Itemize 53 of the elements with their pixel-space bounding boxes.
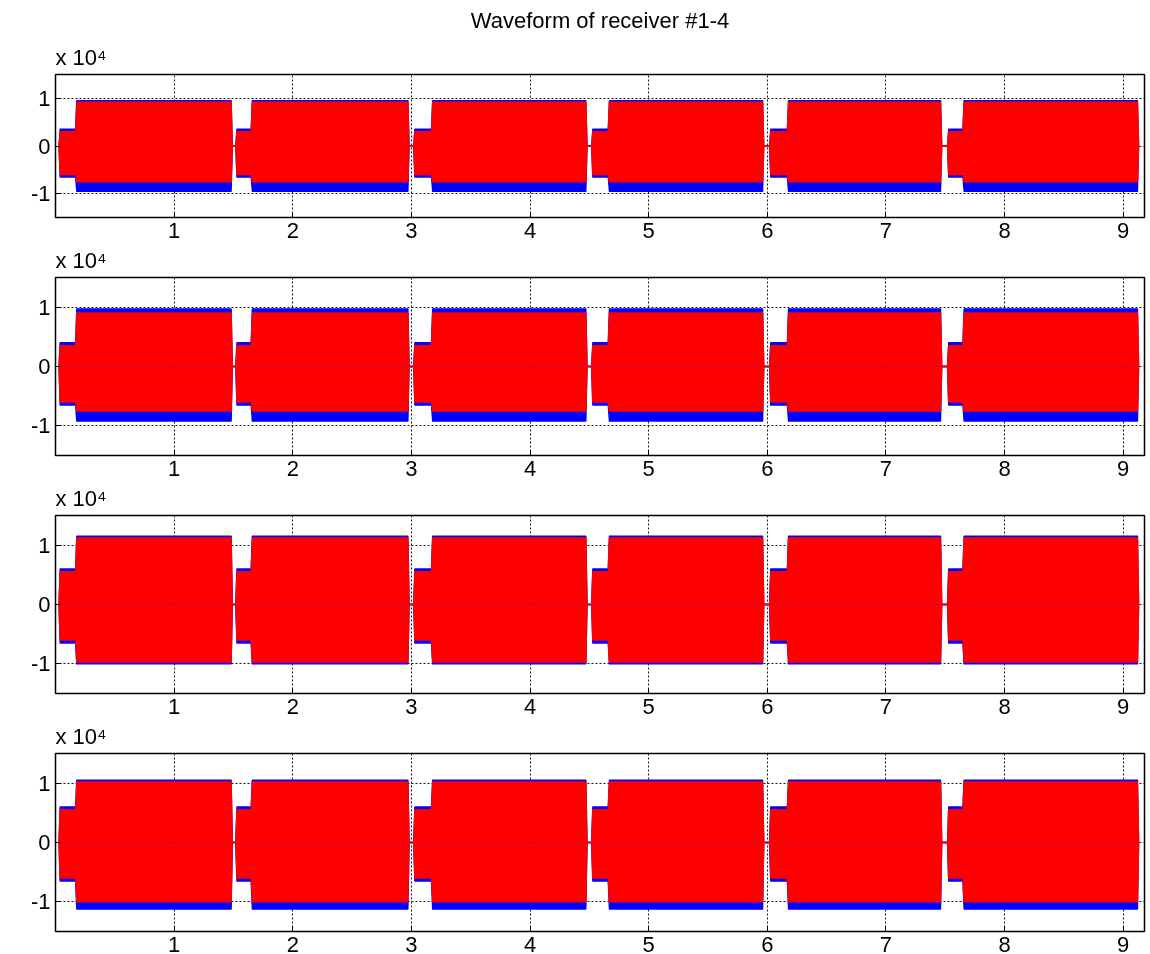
text: x 10⁴: [55, 247, 107, 273]
x-tick-label: 9: [1117, 693, 1130, 719]
y-tick-label: 0: [38, 592, 51, 617]
x-tick-label: 3: [405, 693, 418, 719]
x-tick-label: 4: [523, 217, 537, 243]
x-tick-label: 7: [879, 931, 893, 954]
x-tick-label: 9: [1117, 455, 1130, 481]
y-tick-label: -1: [30, 181, 51, 207]
x-tick-label: 1: [168, 931, 181, 954]
x-tick-label: 2: [286, 217, 299, 243]
x-tick-label: 9: [1117, 931, 1130, 954]
x-tick-label: 6: [761, 931, 774, 954]
x-tick-label: 7: [879, 693, 893, 719]
x-tick-label: 8: [998, 217, 1011, 243]
text: x 10⁴: [55, 44, 107, 70]
x-tick-label: 8: [998, 931, 1011, 954]
x-tick-label: 9: [1117, 217, 1130, 243]
y-tick-label: -1: [30, 413, 51, 439]
x-tick-label: 4: [523, 931, 537, 954]
x-tick-label: 4: [523, 693, 537, 719]
text: x 10⁴: [55, 723, 107, 749]
chart-title: Waveform of receiver #1-4: [470, 7, 730, 33]
x-tick-label: 3: [405, 931, 418, 954]
x-tick-label: 2: [286, 693, 299, 719]
y-tick-label: 0: [38, 354, 51, 379]
x-tick-label: 2: [286, 455, 299, 481]
x-tick-label: 7: [879, 455, 893, 481]
y-tick-label: -1: [30, 651, 51, 677]
x-tick-label: 5: [642, 455, 655, 481]
y-tick-label: 1: [38, 532, 51, 558]
y-tick-label: 1: [38, 770, 51, 796]
x-tick-label: 6: [761, 217, 774, 243]
x-tick-label: 6: [761, 693, 774, 719]
x-tick-label: 1: [168, 455, 181, 481]
y-tick-label: 1: [38, 294, 51, 320]
x-tick-label: 1: [168, 693, 181, 719]
x-tick-label: 2: [286, 931, 299, 954]
x-tick-label: 7: [879, 217, 893, 243]
y-tick-label: 0: [38, 133, 51, 159]
y-tick-label: 1: [38, 85, 51, 111]
x-tick-label: 5: [642, 931, 655, 954]
x-tick-label: 3: [405, 217, 418, 243]
x-tick-label: 6: [761, 455, 774, 481]
x-tick-label: 5: [642, 693, 655, 719]
x-tick-label: 3: [405, 455, 418, 481]
y-tick-label: 0: [38, 830, 51, 855]
y-tick-label: -1: [30, 889, 51, 915]
x-tick-label: 1: [168, 217, 181, 243]
x-tick-label: 8: [998, 455, 1011, 481]
text: x 10⁴: [55, 485, 107, 511]
x-tick-label: 5: [642, 217, 655, 243]
x-tick-label: 4: [523, 455, 537, 481]
x-tick-label: 8: [998, 693, 1011, 719]
